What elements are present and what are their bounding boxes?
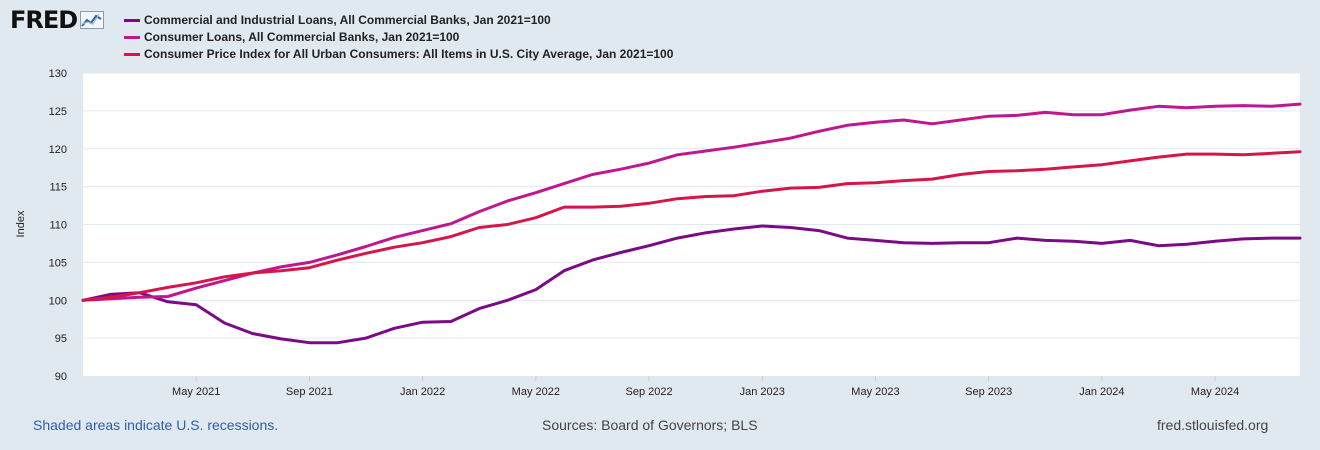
y-tick-label: 110 [49, 220, 67, 232]
x-tick-label: May 2023 [851, 386, 899, 398]
x-tick-label: May 2024 [1191, 386, 1239, 398]
line-graph-icon [80, 11, 105, 29]
y-tick-label: 120 [49, 144, 67, 156]
y-tick-label: 100 [49, 295, 67, 307]
y-axis-title: Index [15, 210, 27, 237]
legend-label: Consumer Loans, All Commercial Banks, Ja… [144, 30, 460, 44]
fred-logo[interactable]: FRED [10, 6, 105, 34]
x-tick-label: Jan 2023 [740, 386, 785, 398]
legend-label: Consumer Price Index for All Urban Consu… [144, 47, 674, 61]
y-tick-label: 130 [49, 68, 67, 80]
legend-item-3[interactable]: Consumer Price Index for All Urban Consu… [124, 46, 673, 63]
chart-legend: Commercial and Industrial Loans, All Com… [124, 12, 673, 63]
series-line-1[interactable] [81, 224, 1302, 345]
y-tick-label: 105 [49, 257, 67, 269]
series-line-3[interactable] [81, 150, 1302, 302]
series-line-2[interactable] [81, 102, 1302, 302]
x-tick-label: Jan 2022 [400, 386, 445, 398]
fred-logo-text: FRED [10, 6, 78, 34]
y-tick-label: 95 [55, 333, 67, 345]
legend-item-1[interactable]: Commercial and Industrial Loans, All Com… [124, 12, 673, 29]
legend-swatch [124, 36, 140, 39]
legend-label: Commercial and Industrial Loans, All Com… [144, 13, 551, 27]
legend-item-2[interactable]: Consumer Loans, All Commercial Banks, Ja… [124, 29, 673, 46]
legend-swatch [124, 19, 140, 22]
site-link[interactable]: fred.stlouisfed.org [1157, 417, 1269, 433]
x-tick-label: Jan 2024 [1079, 386, 1124, 398]
x-tick-label: May 2022 [512, 386, 560, 398]
y-tick-label: 90 [55, 371, 67, 383]
sources-note: Sources: Board of Governors; BLS [542, 417, 758, 433]
y-tick-label: 125 [49, 106, 67, 118]
recession-note: Shaded areas indicate U.S. recessions. [33, 417, 279, 433]
x-tick-label: May 2021 [172, 386, 220, 398]
x-tick-label: Sep 2021 [286, 386, 333, 398]
x-tick-label: Sep 2023 [965, 386, 1012, 398]
x-tick-label: Sep 2022 [625, 386, 672, 398]
legend-swatch [124, 53, 140, 56]
y-tick-label: 115 [49, 182, 67, 194]
